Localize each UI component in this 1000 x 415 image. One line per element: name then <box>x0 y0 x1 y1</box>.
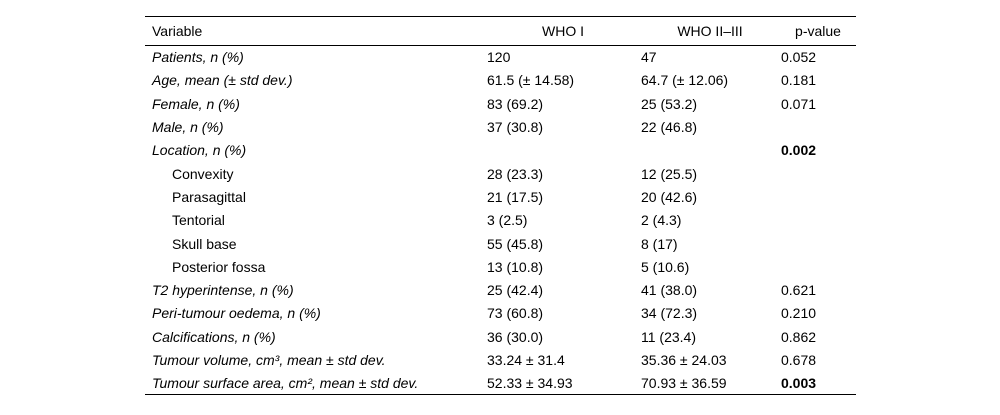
cell-variable: Tumour surface area, cm², mean ± std dev… <box>152 375 419 392</box>
table-header: Variable WHO I WHO II–III p-value <box>145 16 856 46</box>
cell-variable: Posterior fossa <box>172 258 266 275</box>
cell-who-2-3: 22 (46.8) <box>641 119 698 136</box>
cell-p-value: 0.002 <box>781 142 817 159</box>
cell-who-1: 83 (69.2) <box>487 95 544 112</box>
table-row: T2 hyperintense, n (%) 25 (42.4) 41 (38.0)… <box>145 278 856 301</box>
clinical-characteristics-table: Variable WHO I WHO II–III p-value Patien… <box>145 16 856 396</box>
table-row: Patients, n (%) 120 47 0.052 <box>145 46 856 69</box>
cell-who-2-3: 70.93 ± 36.59 <box>641 375 727 392</box>
cell-who-1: 61.5 (± 14.58) <box>487 72 575 89</box>
cell-p-value <box>780 185 856 208</box>
cell-who-2-3: 12 (25.5) <box>641 165 698 182</box>
cell-p-value <box>780 162 856 185</box>
cell-p-value <box>780 232 856 255</box>
cell-who-2-3: 34 (72.3) <box>641 305 698 322</box>
cell-p-value <box>780 115 856 138</box>
cell-variable: T2 hyperintense, n (%) <box>152 282 294 299</box>
table-row: Male, n (%) 37 (30.8) 22 (46.8) <box>145 115 856 138</box>
cell-who-2-3: 8 (17) <box>641 235 678 252</box>
table-body: Patients, n (%) 120 47 0.052 Age, mean (± st… <box>145 46 856 395</box>
cell-p-value <box>780 209 856 232</box>
cell-p-value: 0.052 <box>781 49 817 66</box>
cell-who-2-3: 47 <box>641 49 657 66</box>
table-row: Skull base 55 (45.8) 8 (17) <box>145 232 856 255</box>
cell-who-1 <box>486 139 640 162</box>
cell-who-1: 25 (42.4) <box>487 282 544 299</box>
cell-variable: Age, mean (± std dev.) <box>152 72 293 89</box>
cell-p-value: 0.071 <box>781 95 817 112</box>
cell-variable: Patients, n (%) <box>152 49 244 66</box>
cell-who-1: 21 (17.5) <box>487 188 544 205</box>
cell-who-1: 36 (30.0) <box>487 328 544 345</box>
cell-who-2-3: 20 (42.6) <box>641 188 698 205</box>
cell-variable: Tentorial <box>172 212 225 229</box>
cell-who-1: 33.24 ± 31.4 <box>487 352 565 368</box>
cell-who-1: 13 (10.8) <box>487 258 544 275</box>
table-row: Tumour surface area, cm², mean ± std dev… <box>145 372 856 395</box>
cell-variable: Male, n (%) <box>152 119 224 136</box>
cell-p-value: 0.210 <box>781 305 817 322</box>
cell-who-2-3: 64.7 (± 12.06) <box>641 72 729 89</box>
cell-who-1: 3 (2.5) <box>487 212 528 229</box>
cell-who-1: 73 (60.8) <box>487 305 544 322</box>
cell-who-1: 55 (45.8) <box>487 235 544 252</box>
cell-who-2-3: 41 (38.0) <box>641 282 698 299</box>
cell-who-2-3: 2 (4.3) <box>641 212 682 229</box>
table-row: Parasagittal 21 (17.5) 20 (42.6) <box>145 185 856 208</box>
table-row: Calcifications, n (%) 36 (30.0) 11 (23.4) 0… <box>145 325 856 348</box>
cell-p-value: 0.621 <box>781 282 817 299</box>
cell-variable: Peri-tumour oedema, n (%) <box>152 305 321 322</box>
table-row: Age, mean (± std dev.) 61.5 (± 14.58) 64.7… <box>145 69 856 92</box>
cell-who-1: 52.33 ± 34.93 <box>487 375 573 392</box>
cell-who-2-3: 11 (23.4) <box>641 328 696 345</box>
cell-variable: Location, n (%) <box>152 142 247 159</box>
table-row: Tumour volume, cm³, mean ± std dev. 33.24… <box>145 348 856 371</box>
table-row: Female, n (%) 83 (69.2) 25 (53.2) 0.071 <box>145 92 856 115</box>
cell-who-2-3: 5 (10.6) <box>641 258 690 275</box>
cell-variable: Skull base <box>172 235 237 252</box>
table-row: Tentorial 3 (2.5) 2 (4.3) <box>145 209 856 232</box>
cell-who-2-3 <box>640 139 780 162</box>
table-row: Location, n (%) 0.002 <box>145 139 856 162</box>
header-row: Variable WHO I WHO II–III p-value <box>145 16 856 46</box>
cell-variable: Female, n (%) <box>152 95 240 112</box>
cell-p-value <box>780 255 856 278</box>
cell-who-1: 120 <box>487 49 511 66</box>
cell-who-1: 37 (30.8) <box>487 119 544 136</box>
cell-who-2-3: 35.36 ± 24.03 <box>641 352 727 368</box>
cell-p-value: 0.678 <box>781 352 817 368</box>
cell-p-value: 0.003 <box>781 375 817 392</box>
table-row: Peri-tumour oedema, n (%) 73 (60.8) 34 (72… <box>145 302 856 325</box>
cell-p-value: 0.862 <box>781 328 817 345</box>
cell-variable: Calcifications, n (%) <box>152 328 276 345</box>
header-who-2-3: WHO II–III <box>640 16 780 46</box>
cell-variable: Parasagittal <box>172 188 246 205</box>
cell-variable: Tumour volume, cm³, mean ± std dev. <box>152 352 386 368</box>
table-row: Posterior fossa 13 (10.8) 5 (10.6) <box>145 255 856 278</box>
header-who-1: WHO I <box>486 16 640 46</box>
cell-p-value: 0.181 <box>781 72 817 89</box>
header-p-value: p-value <box>780 16 856 46</box>
cell-who-1: 28 (23.3) <box>487 165 544 182</box>
table-row: Convexity 28 (23.3) 12 (25.5) <box>145 162 856 185</box>
cell-who-2-3: 25 (53.2) <box>641 95 698 112</box>
header-variable: Variable <box>145 16 486 46</box>
cell-variable: Convexity <box>172 165 234 182</box>
